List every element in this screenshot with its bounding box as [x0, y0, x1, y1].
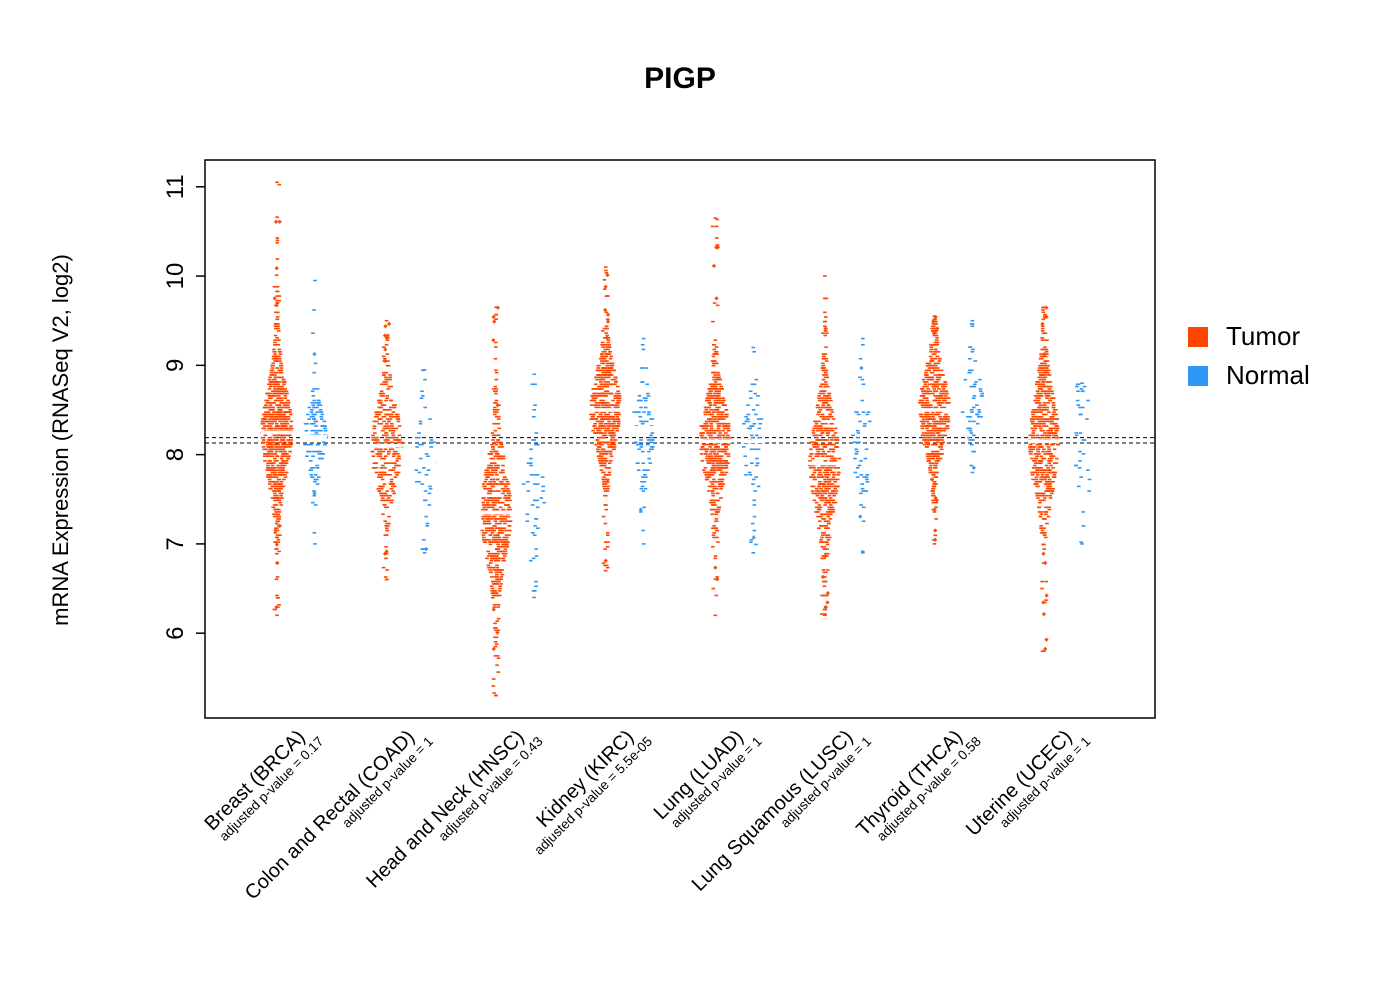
chart-title: PIGP	[644, 62, 716, 95]
x-axis-label-4: Lung (LUAD)adjusted p-value = 1	[650, 726, 765, 831]
median-line	[261, 430, 293, 435]
legend-tumor-label: Tumor	[1226, 321, 1300, 351]
median-line	[370, 443, 403, 448]
median-line	[699, 439, 732, 444]
violin-tumor-7	[1027, 305, 1061, 653]
median-line	[808, 461, 841, 466]
violin-normal-7	[1069, 382, 1094, 545]
y-tick-label: 9	[162, 359, 189, 372]
legend: Tumor Normal	[1188, 321, 1310, 390]
plot-border	[204, 159, 1156, 719]
violin-normal-4	[741, 346, 766, 554]
y-tick-label: 7	[162, 537, 189, 550]
violin-normal-0	[303, 279, 328, 545]
x-axis-label-7: Uterine (UCEC)adjusted p-value = 1	[962, 726, 1094, 841]
median-line	[303, 434, 327, 439]
plot-area: 6 7 8 9 10 11 Breast (BRCA) adjusted p-value = …	[162, 159, 1156, 904]
median-line	[918, 408, 951, 412]
violin-tumor-5	[808, 275, 842, 617]
y-tick-label: 10	[162, 263, 189, 290]
violin-normal-2	[521, 373, 547, 599]
median-line	[412, 461, 437, 466]
y-tick-label: 11	[162, 174, 189, 199]
x-category-label: Breast (BRCA)	[200, 726, 309, 835]
x-axis-label-6: Thyroid (THCA)adjusted p-value = 0.58	[852, 726, 984, 844]
violin-tumor-3	[589, 266, 622, 572]
violin-normal-3	[631, 337, 656, 545]
legend-normal-swatch	[1188, 366, 1208, 386]
violin-tumor-2	[479, 305, 513, 697]
y-axis-title: mRNA Expression (RNASeq V2, log2)	[48, 254, 73, 626]
legend-normal-label: Normal	[1226, 360, 1310, 390]
violin-normal-6	[960, 319, 985, 474]
legend-tumor-swatch	[1188, 327, 1208, 347]
x-category-label: Kidney (KIRC)	[532, 726, 638, 832]
violin-tumor-0	[260, 181, 294, 617]
median-line	[480, 510, 513, 515]
median-line	[741, 439, 766, 444]
violin-tumor-4	[699, 217, 732, 617]
y-tick-label: 6	[162, 627, 189, 640]
y-tick-label: 8	[162, 448, 189, 461]
violin-tumor-1	[370, 319, 404, 581]
violin-tumor-6	[918, 315, 951, 545]
median-line	[1027, 439, 1060, 444]
median-line	[522, 493, 547, 497]
x-pvalue-label: adjusted p-value = 5.5e-05	[531, 734, 655, 858]
violin-normal-5	[850, 337, 875, 554]
median-line	[1069, 443, 1094, 448]
x-axis-label-1: Colon and Rectal (COAD)adjusted p-value …	[241, 726, 436, 904]
median-line	[589, 408, 622, 412]
median-line	[960, 399, 985, 403]
median-line	[631, 426, 656, 430]
median-line	[850, 443, 875, 448]
violin-normal-1	[412, 369, 437, 554]
